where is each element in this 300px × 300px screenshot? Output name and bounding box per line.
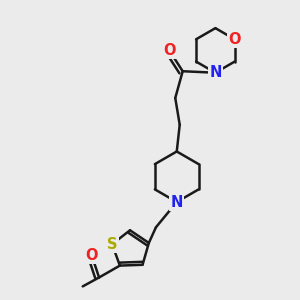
Text: O: O	[228, 32, 241, 47]
Text: S: S	[107, 237, 117, 252]
Text: N: N	[209, 65, 222, 80]
Text: O: O	[163, 43, 176, 58]
Text: O: O	[85, 248, 98, 263]
Text: N: N	[171, 194, 183, 209]
